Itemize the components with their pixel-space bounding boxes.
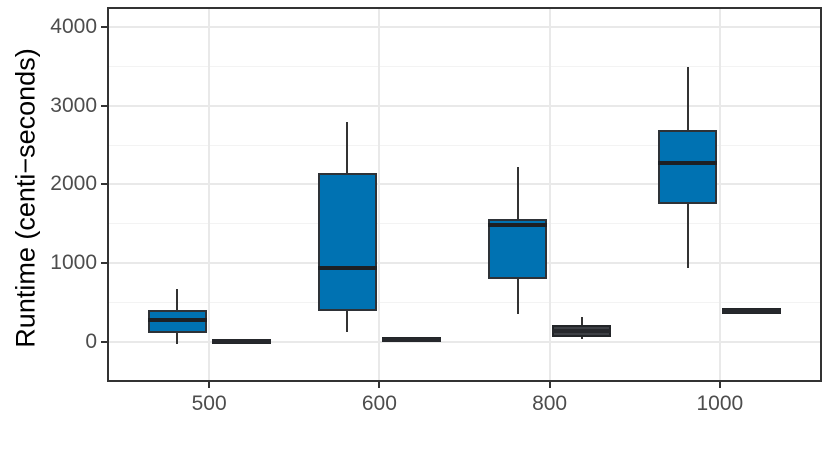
vertical-gridline <box>378 7 381 382</box>
median-line <box>381 337 441 342</box>
median-line <box>488 222 548 227</box>
y-axis-tick <box>101 183 107 186</box>
major-gridline <box>107 262 822 265</box>
minor-gridline <box>107 302 822 304</box>
vertical-gridline <box>208 7 211 382</box>
minor-gridline <box>107 144 822 146</box>
median-line <box>147 318 207 323</box>
x-axis-tick <box>718 382 721 388</box>
median-line <box>211 339 271 344</box>
vertical-gridline <box>548 7 551 382</box>
major-gridline <box>107 183 822 186</box>
median-line <box>658 161 718 166</box>
boxplot-box <box>488 219 548 279</box>
boxplot-box <box>317 172 377 312</box>
median-line <box>722 308 782 313</box>
major-gridline <box>107 26 822 28</box>
x-tick-label: 600 <box>361 392 397 415</box>
y-axis-tick <box>101 340 107 343</box>
major-gridline <box>107 340 822 343</box>
y-tick-label: 3000 <box>50 93 97 117</box>
y-axis-tick <box>101 262 107 265</box>
y-tick-label: 0 <box>85 329 97 353</box>
y-tick-label: 2000 <box>50 172 97 196</box>
x-tick-label: 1000 <box>696 392 744 415</box>
y-tick-label: 1000 <box>50 251 97 275</box>
x-axis-tick <box>378 382 381 388</box>
y-axis-tick <box>101 104 107 107</box>
x-axis-tick <box>208 382 211 388</box>
boxplot-box <box>658 130 718 205</box>
major-gridline <box>107 104 822 107</box>
x-tick-label: 500 <box>191 392 227 415</box>
x-tick-label: 800 <box>532 392 568 415</box>
y-axis-tick <box>101 26 107 28</box>
minor-gridline <box>107 65 822 67</box>
minor-gridline <box>107 223 822 225</box>
median-line <box>317 265 377 270</box>
vertical-gridline <box>718 7 721 382</box>
x-axis-tick <box>548 382 551 388</box>
y-tick-label: 4000 <box>50 15 97 38</box>
median-line <box>552 328 612 333</box>
